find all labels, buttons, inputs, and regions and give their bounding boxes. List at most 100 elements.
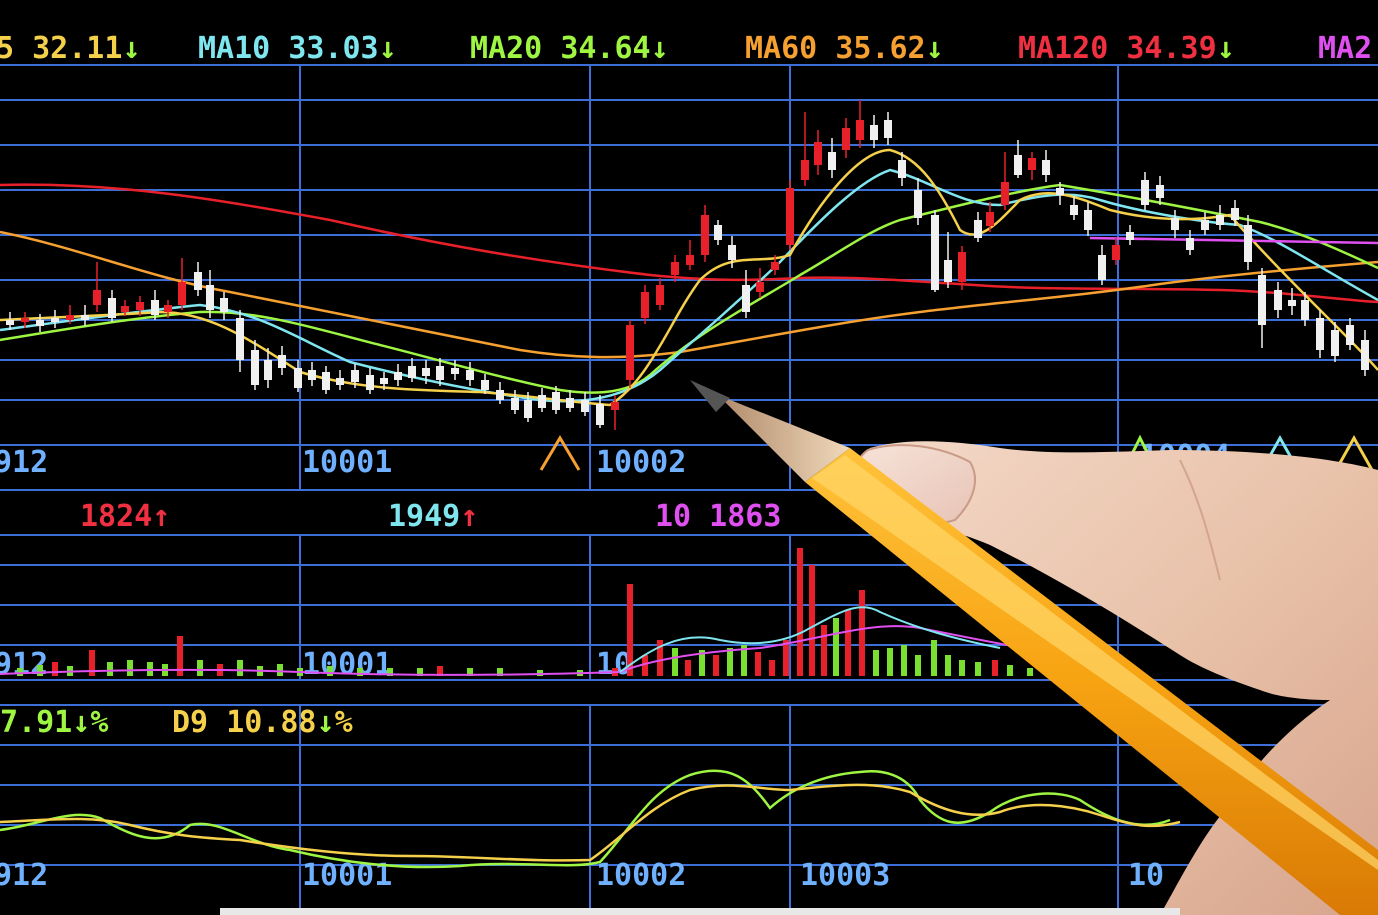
ma-last-label: MA2: [1318, 31, 1372, 66]
volume-bar: [37, 665, 43, 676]
volume-bar: [769, 660, 775, 676]
candlestick: [701, 205, 709, 262]
screen-bezel: [220, 908, 1180, 915]
volume-bar: [821, 625, 827, 676]
volume-header: 1824↑ 1949↑ 10 1863: [80, 499, 781, 534]
volume-bar: [672, 648, 678, 676]
candlestick: [884, 112, 892, 145]
volume-bar: [901, 645, 907, 676]
volume-bar: [797, 548, 803, 676]
volume-bar: [945, 655, 951, 676]
candlestick: [206, 270, 214, 318]
candlestick: [36, 314, 44, 332]
volume-bar: [497, 668, 503, 676]
volume-bar: [975, 662, 981, 676]
volume-axis-label: 912: [0, 647, 48, 682]
k-value: 7.91↓%: [0, 705, 108, 740]
volume-bar: [107, 662, 113, 676]
ma60-value: MA60 35.62↓: [745, 31, 944, 66]
candlestick: [898, 152, 906, 186]
volume-bar: [177, 636, 183, 676]
volume-bar: [197, 660, 203, 676]
d-value: D9 10.88↓%: [172, 705, 353, 740]
candlestick: [6, 312, 14, 330]
candlestick: [251, 340, 259, 390]
volume-bar: [931, 640, 937, 676]
candlestick: [728, 236, 736, 268]
pencil-icon: [690, 380, 1378, 915]
volume-bar: [809, 565, 815, 676]
volume-bar: [783, 640, 789, 676]
candlestick: [380, 372, 388, 390]
candlestick: [671, 255, 679, 282]
candlestick: [220, 292, 228, 320]
volume-bar: [52, 662, 58, 676]
candlestick: [422, 360, 430, 384]
candlestick: [656, 278, 664, 310]
candlestick: [581, 392, 589, 416]
candlestick: [408, 358, 416, 382]
volume-value-3: 10 1863: [655, 499, 781, 534]
candlestick: [814, 130, 822, 175]
volume-bar: [833, 618, 839, 676]
kd-axis-label: 912: [0, 858, 48, 893]
candlestick: [686, 240, 694, 270]
candlestick: [1274, 282, 1282, 318]
volume-bar: [89, 650, 95, 676]
candlestick: [294, 360, 302, 392]
candlestick: [451, 360, 459, 380]
volume-bar: [915, 655, 921, 676]
candlestick: [801, 112, 809, 186]
candlestick: [178, 258, 186, 310]
volume-bar: [327, 666, 333, 676]
ma120-line: [0, 183, 1378, 304]
candlestick: [1014, 140, 1022, 178]
candlestick: [524, 392, 532, 422]
candlestick: [538, 388, 546, 412]
volume-bar: [1007, 665, 1013, 676]
kd-axis-label: 10: [1128, 858, 1164, 893]
ma120-value: MA120 34.39↓: [1018, 31, 1235, 66]
candlestick: [308, 362, 316, 386]
pencil-wood-tip: [718, 395, 850, 482]
candlestick: [1231, 200, 1239, 226]
kd-axis-label: 10002: [596, 858, 686, 893]
candlestick: [93, 262, 101, 312]
candlestick: [944, 232, 952, 288]
candlestick: [1201, 212, 1209, 235]
knuckle-crease: [1179, 459, 1221, 581]
volume-bar: [1027, 668, 1033, 676]
candlestick: [786, 180, 794, 250]
candlestick: [1171, 210, 1179, 238]
candlestick: [1331, 322, 1339, 362]
candlestick: [611, 395, 619, 430]
candlestick: [714, 220, 722, 245]
volume-bar: [959, 660, 965, 676]
ma20-value: MA20 34.64↓: [470, 31, 669, 66]
candlestick: [1042, 150, 1050, 182]
candlestick: [1070, 196, 1078, 220]
volume-bar: [859, 590, 865, 676]
price-axis-label: 912: [0, 445, 48, 480]
candlestick: [828, 138, 836, 178]
volume-bar: [387, 668, 393, 676]
candlestick: [626, 320, 634, 388]
volume-axis-label: 10001: [302, 647, 392, 682]
candlestick: [856, 100, 864, 148]
candlestick: [1028, 152, 1036, 180]
candlestick: [1126, 225, 1134, 245]
volume-value-1: 1824↑: [80, 499, 170, 534]
volume-bar: [437, 666, 443, 676]
candlestick: [974, 212, 982, 242]
candlestick: [1216, 205, 1224, 230]
candlestick: [742, 270, 750, 318]
kd-axis-label: 10003: [800, 858, 890, 893]
candlestick: [1098, 245, 1106, 285]
candlestick: [1001, 152, 1009, 210]
candlestick: [1288, 288, 1296, 315]
candlestick: [81, 305, 89, 326]
volume-bar: [887, 648, 893, 676]
candlestick: [151, 290, 159, 320]
candlestick: [756, 268, 764, 298]
candlestick: [1316, 310, 1324, 358]
